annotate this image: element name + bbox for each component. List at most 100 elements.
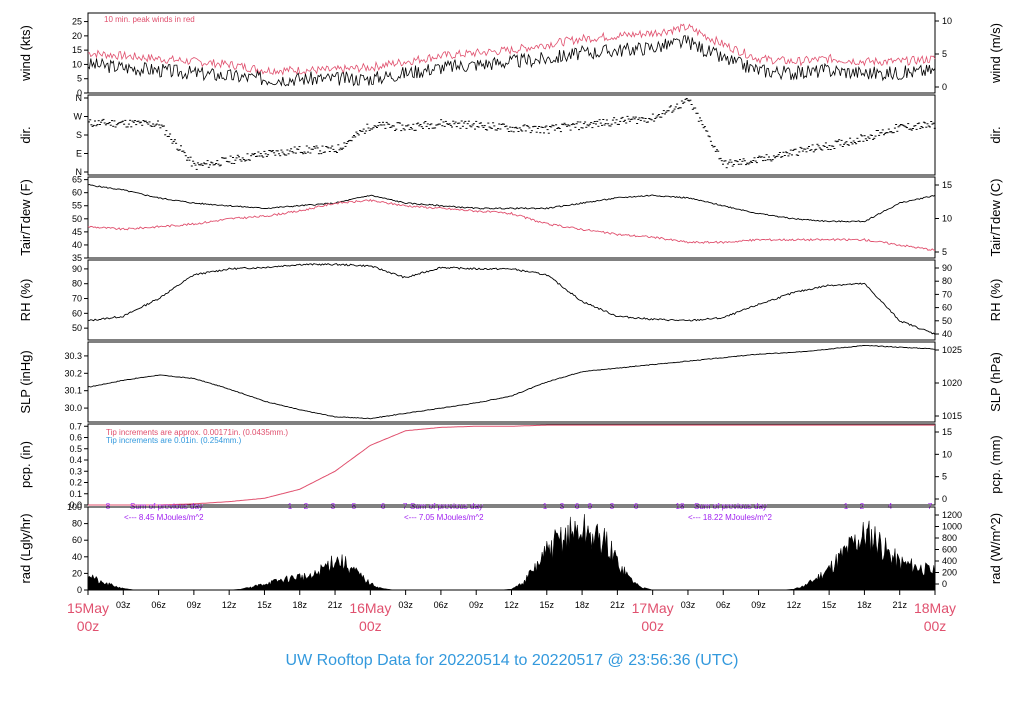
dir-point	[198, 164, 201, 166]
dir-point	[474, 128, 476, 130]
dir-point	[749, 160, 752, 162]
dir-point	[263, 150, 266, 152]
dir-point	[830, 145, 833, 147]
series-peak-wind	[87, 23, 936, 76]
dir-point	[841, 146, 844, 147]
dir-point	[568, 125, 571, 127]
dir-point	[649, 118, 652, 120]
dir-point	[466, 123, 469, 125]
dir-point	[781, 156, 784, 158]
dir-point	[175, 142, 178, 144]
dir-point	[855, 143, 858, 145]
dir-point	[350, 140, 353, 142]
dir-point	[902, 124, 905, 126]
dir-point	[420, 126, 423, 128]
dir-point	[564, 124, 567, 126]
x-tick-label: 12z	[222, 600, 237, 610]
panel-frame	[87, 506, 936, 591]
dir-point	[127, 123, 130, 125]
dir-point	[904, 126, 907, 128]
dir-point	[120, 121, 123, 123]
dir-point	[881, 129, 884, 131]
series-slp	[87, 344, 936, 420]
dir-point	[331, 145, 334, 147]
dir-point	[328, 151, 331, 152]
y-tick-label-right: 1200	[942, 510, 962, 520]
dir-point	[889, 131, 891, 133]
dir-point	[239, 159, 242, 161]
dir-point	[246, 153, 249, 155]
dir-point	[765, 154, 768, 156]
dir-point	[878, 134, 881, 136]
dir-point	[620, 117, 623, 119]
dir-point	[440, 119, 443, 121]
y-tick-label: 0.5	[69, 444, 82, 454]
dir-point	[576, 121, 579, 123]
y-tick-label-right: 0	[942, 579, 947, 589]
y-tick-label: 45	[72, 227, 82, 237]
dir-point	[666, 110, 669, 112]
dir-point	[867, 136, 870, 138]
dir-point	[536, 127, 539, 129]
dir-point	[539, 132, 542, 134]
annotation: 10 min. peak winds in red	[104, 15, 195, 24]
dir-point	[101, 119, 104, 121]
panel-frame	[87, 423, 936, 506]
dir-point	[199, 164, 202, 166]
dir-point	[453, 123, 456, 125]
y-tick-label: 60	[72, 308, 82, 318]
dir-point	[221, 157, 224, 159]
dir-point	[103, 122, 106, 124]
y-axis-label-right: rad (W/m^2)	[988, 513, 1003, 584]
dir-point	[166, 136, 169, 137]
dir-point	[512, 131, 515, 133]
dir-point	[184, 155, 187, 157]
dir-point	[582, 123, 585, 125]
y-axis-label: RH (%)	[18, 279, 33, 322]
dir-point	[918, 122, 921, 124]
dir-point	[274, 154, 277, 156]
dir-point	[346, 141, 349, 143]
dir-point	[296, 148, 299, 150]
dir-point	[930, 121, 933, 122]
dir-point	[268, 150, 271, 151]
dir-point	[165, 130, 168, 132]
dir-point	[538, 126, 541, 127]
dir-point	[167, 135, 170, 137]
dir-point	[906, 127, 908, 129]
y-tick-label: 30.2	[64, 368, 82, 378]
y-tick-label-right: 0	[942, 82, 947, 92]
dir-point	[152, 123, 155, 125]
dir-point	[695, 112, 698, 114]
dir-point	[441, 125, 444, 127]
dir-point	[395, 128, 398, 130]
dir-point	[430, 123, 433, 125]
dir-point	[305, 145, 308, 147]
dir-point	[700, 120, 703, 122]
dir-point	[238, 156, 240, 158]
dir-point	[447, 124, 450, 125]
x-tick-label: 06z	[434, 600, 449, 610]
dir-point	[330, 147, 332, 149]
dir-point	[685, 98, 688, 99]
dir-point	[856, 137, 859, 139]
dir-point	[874, 135, 877, 137]
dir-point	[459, 127, 462, 129]
x-tick-label: 12z	[787, 600, 802, 610]
dir-point	[609, 125, 612, 127]
dir-point	[690, 104, 693, 105]
dir-point	[310, 148, 313, 150]
dir-point	[470, 126, 473, 128]
y-tick-label-right: 15	[942, 180, 952, 190]
dir-point	[933, 127, 936, 129]
dir-point	[737, 163, 740, 165]
dir-point	[458, 122, 461, 124]
dir-point	[604, 123, 607, 125]
dir-point	[724, 160, 727, 162]
dir-point	[282, 153, 285, 155]
dir-point	[363, 132, 366, 134]
dir-point	[242, 159, 245, 160]
dir-point	[862, 140, 865, 142]
dir-point	[399, 122, 401, 124]
dir-point	[92, 124, 95, 126]
